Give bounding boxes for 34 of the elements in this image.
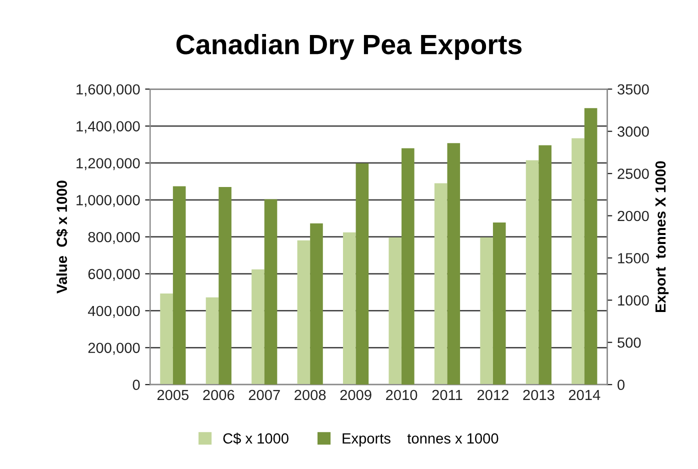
y2-tick-label: 2500 (618, 168, 649, 179)
legend-label: C$ x 1000 (223, 432, 288, 444)
x-tick-label: 2010 (386, 390, 418, 400)
x-tick-label: 2007 (248, 390, 280, 400)
x-tick-label: 2011 (432, 390, 462, 400)
y2-tick-label: 1000 (618, 295, 649, 306)
x-tick-label: 2013 (523, 390, 554, 400)
y2-axis-title: Export tonnes X 1000 (655, 161, 669, 312)
y-tick-label: 200,000 (88, 342, 140, 355)
y2-tick-label: 500 (618, 337, 641, 348)
y-tick-label: 1,000,000 (76, 195, 140, 208)
legend-label: Exports tonnes x 1000 (342, 433, 498, 446)
y2-tick-label: 0 (618, 380, 625, 390)
y-tick-label: 1,200,000 (76, 158, 140, 170)
y-axis-title: Value C$ x 1000 (56, 180, 68, 294)
x-tick-label: 2005 (157, 390, 189, 400)
y2-tick-label: 3500 (618, 84, 649, 95)
y-tick-label: 800,000 (88, 232, 140, 244)
y-tick-label: 0 (132, 380, 140, 390)
y2-tick-label: 1500 (618, 253, 649, 264)
y-tick-label: 600,000 (88, 268, 140, 281)
bar (218, 187, 232, 385)
y-tick-label: 400,000 (88, 306, 140, 318)
chart-title: Canadian Dry Pea Exports (176, 34, 522, 60)
y2-tick-label: 3000 (618, 126, 649, 137)
y2-tick-label: 2000 (618, 210, 649, 222)
bar (172, 186, 186, 385)
y-tick-label: 1,400,000 (76, 121, 140, 134)
x-tick-label: 2009 (340, 390, 372, 400)
x-tick-label: 2006 (203, 390, 234, 400)
x-tick-label: 2012 (477, 390, 508, 400)
y-tick-label: 1,600,000 (76, 84, 140, 96)
x-tick-label: 2008 (294, 390, 326, 400)
x-tick-label: 2014 (568, 390, 600, 400)
